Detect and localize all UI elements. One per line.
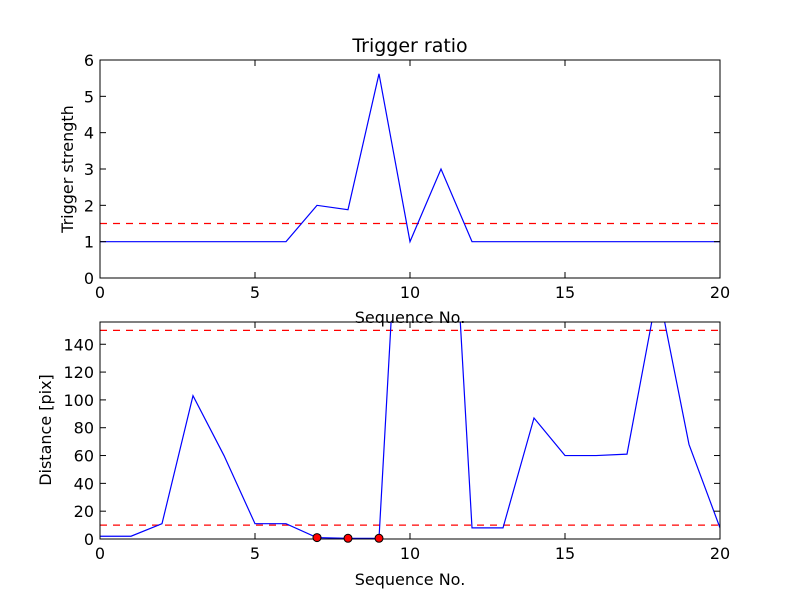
top-y-tick-label: 4 <box>84 124 94 143</box>
top-y-tick-label: 5 <box>84 87 94 106</box>
top-x-tick-label: 15 <box>555 283 575 302</box>
top-x-tick-label: 0 <box>95 283 105 302</box>
bottom-x-tick-label: 15 <box>555 544 575 563</box>
top-x-tick-label: 10 <box>400 283 420 302</box>
top-series-line <box>100 73 720 244</box>
bottom-plot-frame <box>99 321 721 540</box>
bottom-y-tick-label: 20 <box>74 502 94 521</box>
bottom-y-tick-label: 0 <box>84 530 94 549</box>
bottom-y-tick-label: 140 <box>63 335 94 354</box>
top-chart-title: Trigger ratio <box>351 35 467 57</box>
bottom-y-tick-label: 120 <box>63 363 94 382</box>
bottom-y-tick-label: 80 <box>74 419 94 438</box>
bottom-y-axis-label: Distance [pix] <box>36 374 55 486</box>
top-y-tick-label: 2 <box>84 196 94 215</box>
top-y-tick-label: 0 <box>84 269 94 288</box>
bottom-x-tick-label: 10 <box>400 544 420 563</box>
top-y-axis-label: Trigger strength <box>58 105 77 234</box>
bottom-marker-point <box>374 533 384 543</box>
bottom-series-line <box>100 322 720 539</box>
top-y-tick-label: 1 <box>84 233 94 252</box>
top-x-tick-label: 20 <box>710 283 730 302</box>
bottom-x-tick-label: 5 <box>250 544 260 563</box>
top-y-tick-label: 3 <box>84 160 94 179</box>
bottom-marker-point <box>343 533 353 543</box>
top-plot-frame <box>99 59 721 279</box>
top-y-tick-label: 6 <box>84 51 94 70</box>
bottom-x-tick-label: 20 <box>710 544 730 563</box>
bottom-x-axis-label: Sequence No. <box>355 570 466 589</box>
top-x-tick-label: 5 <box>250 283 260 302</box>
bottom-y-tick-label: 40 <box>74 474 94 493</box>
bottom-y-tick-label: 60 <box>74 447 94 466</box>
bottom-y-tick-label: 100 <box>63 391 94 410</box>
bottom-x-tick-label: 0 <box>95 544 105 563</box>
bottom-marker-point <box>312 533 322 543</box>
